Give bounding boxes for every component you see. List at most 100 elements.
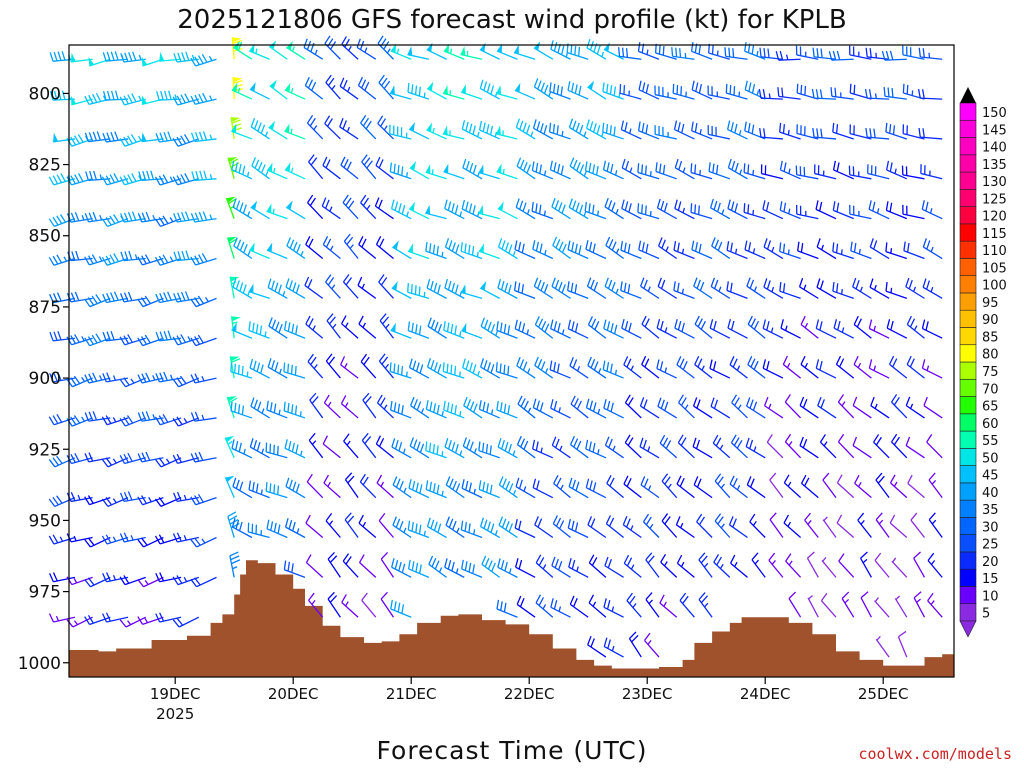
barb-shaft xyxy=(268,126,288,140)
barb-feather xyxy=(640,476,646,486)
barb-feather xyxy=(84,95,90,105)
barb-feather xyxy=(532,478,537,488)
wind-barb xyxy=(779,122,801,140)
barb-shaft xyxy=(585,448,607,459)
wind-barb xyxy=(498,476,518,499)
barb-feather xyxy=(416,401,422,411)
wind-barb xyxy=(496,400,518,419)
barb-feather xyxy=(140,537,148,546)
barb-shaft xyxy=(550,328,571,339)
wind-barb xyxy=(532,119,554,140)
wind-barb xyxy=(822,472,837,499)
barb-feather xyxy=(137,496,144,506)
barb-feather xyxy=(105,457,113,466)
barb-feather xyxy=(379,238,385,248)
wind-barb xyxy=(533,41,554,60)
barb-half-feather xyxy=(73,620,79,626)
y-tick-label: 850 xyxy=(29,227,61,247)
barb-feather xyxy=(730,242,733,252)
barb-feather xyxy=(235,200,241,210)
barb-flag xyxy=(284,123,290,133)
colorbar-cell xyxy=(959,517,977,535)
barb-feather xyxy=(508,483,514,493)
barb-feather xyxy=(327,77,335,86)
barb-shaft xyxy=(497,566,518,578)
wind-barb xyxy=(190,211,217,223)
barb-shaft xyxy=(801,482,819,499)
barb-flag xyxy=(461,322,467,333)
barb-half-feather xyxy=(858,481,862,488)
barb-shaft xyxy=(800,323,819,339)
barb-feather xyxy=(119,619,127,628)
barb-half-feather xyxy=(260,489,263,495)
barb-feather xyxy=(87,297,95,306)
barb-feather xyxy=(631,634,639,643)
wind-barb xyxy=(676,475,695,499)
barb-shaft xyxy=(641,323,660,339)
barb-feather xyxy=(497,558,501,568)
barb-shaft xyxy=(535,562,554,578)
barb-feather xyxy=(433,282,438,293)
barb-feather xyxy=(752,401,758,411)
barb-feather xyxy=(322,236,329,245)
barb-shaft xyxy=(283,410,306,419)
barb-feather xyxy=(141,411,147,421)
wind-barb xyxy=(380,591,395,618)
wind-barb xyxy=(710,397,731,419)
barb-flag xyxy=(391,280,398,291)
barb-feather xyxy=(516,157,522,167)
barb-feather xyxy=(256,362,261,372)
barb-feather xyxy=(698,205,700,215)
wind-barb xyxy=(137,451,164,463)
barb-feather xyxy=(576,400,582,410)
wind-barb xyxy=(267,278,288,299)
barb-feather xyxy=(660,399,665,409)
barb-half-feather xyxy=(490,409,494,415)
barb-feather xyxy=(815,319,820,329)
barb-shaft xyxy=(691,249,713,260)
barb-half-feather xyxy=(243,448,246,455)
wind-barb xyxy=(389,124,412,140)
wind-barb xyxy=(154,174,182,186)
barb-feather xyxy=(249,438,254,448)
barb-shaft xyxy=(677,442,695,459)
barb-shaft xyxy=(730,562,748,578)
barb-feather xyxy=(751,44,755,55)
barb-feather xyxy=(751,84,756,94)
wind-barb xyxy=(883,87,907,100)
wind-barb xyxy=(425,241,447,260)
wind-barb xyxy=(190,451,217,463)
barb-feather xyxy=(592,243,596,253)
wind-barb xyxy=(724,47,748,60)
wind-barb xyxy=(425,441,447,459)
barb-feather xyxy=(436,445,439,455)
barb-shaft xyxy=(726,249,748,260)
wind-barb xyxy=(659,434,678,459)
barb-feather xyxy=(628,631,637,639)
barb-half-feather xyxy=(753,286,758,292)
barb-half-feather xyxy=(512,489,517,496)
barb-shaft xyxy=(427,526,447,539)
barb-feather xyxy=(744,80,748,90)
barb-half-feather xyxy=(873,365,876,371)
barb-shaft xyxy=(344,479,359,499)
barb-feather xyxy=(819,280,824,290)
barb-feather xyxy=(603,399,607,409)
barb-feather xyxy=(119,533,125,543)
wind-barb xyxy=(155,572,182,583)
wind-barb xyxy=(922,278,943,299)
barb-feather xyxy=(628,203,632,213)
barb-feather xyxy=(444,199,448,209)
wind-barb xyxy=(342,553,359,578)
wind-barb xyxy=(379,313,395,339)
wind-barb xyxy=(832,160,854,180)
wind-barb xyxy=(101,214,129,228)
wind-barb xyxy=(308,432,324,459)
barb-feather xyxy=(623,554,630,564)
barb-feather xyxy=(52,534,59,544)
barb-feather xyxy=(102,613,108,623)
wind-barb xyxy=(305,554,324,578)
barb-feather xyxy=(235,280,240,290)
wind-barb xyxy=(660,553,678,578)
barb-feather xyxy=(158,255,165,265)
